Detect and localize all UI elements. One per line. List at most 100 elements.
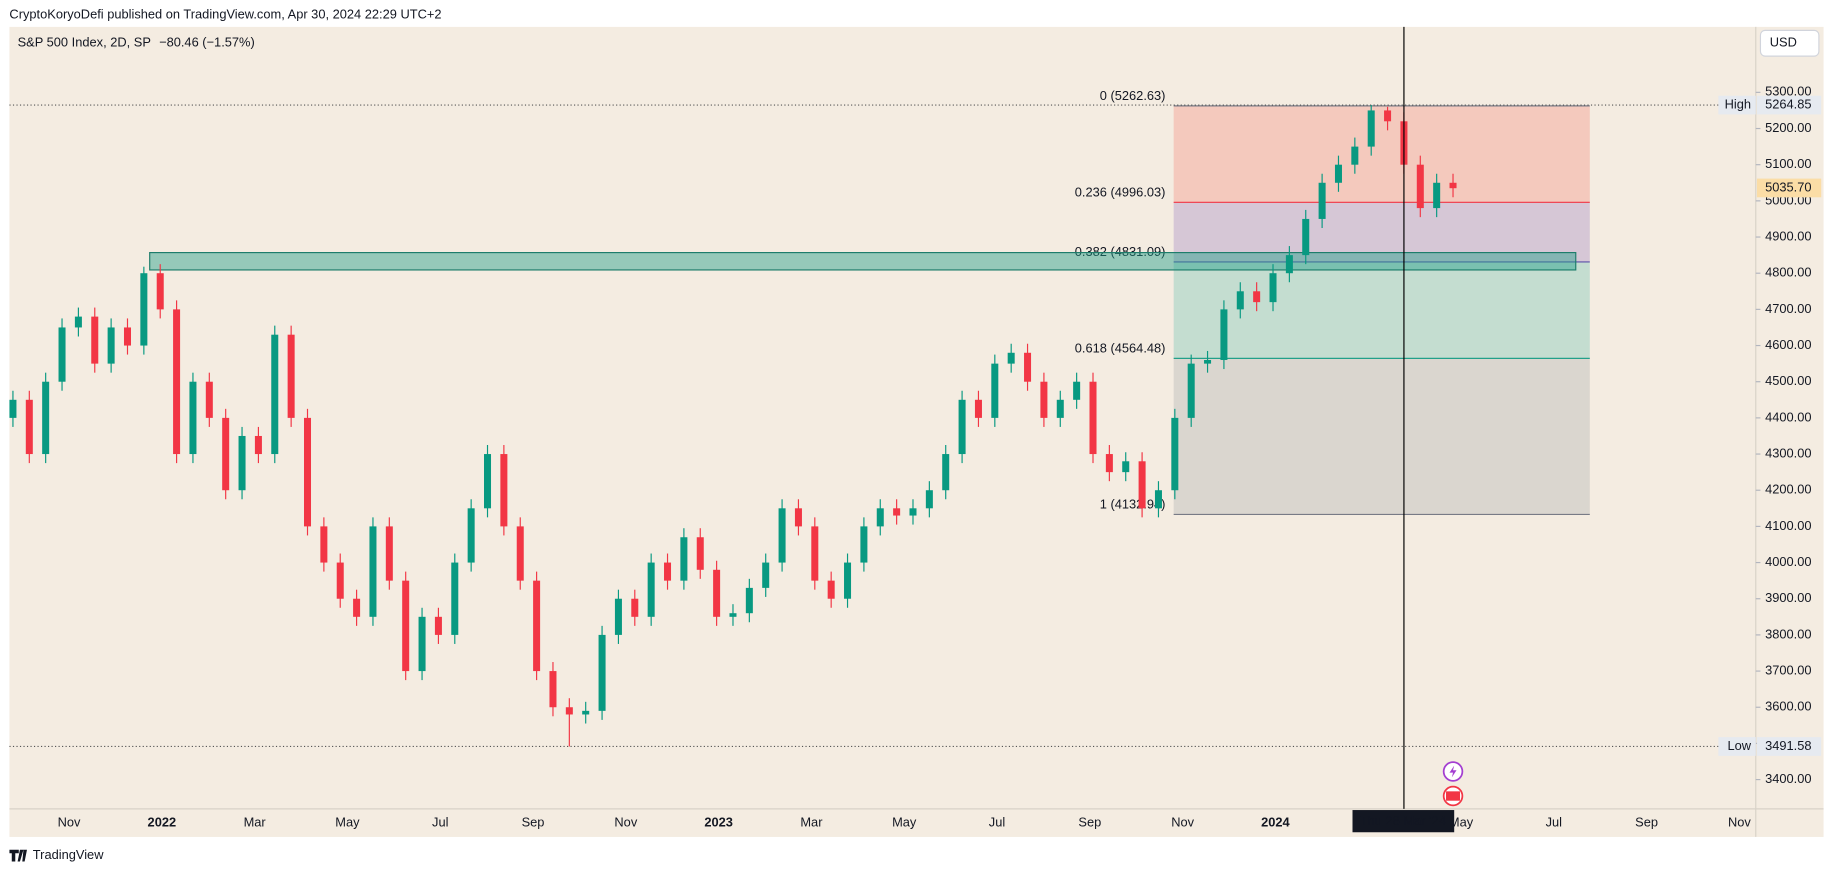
candle-body: [1253, 291, 1261, 303]
candle-body: [91, 316, 99, 364]
candle-body: [156, 273, 164, 310]
candle-body: [1334, 164, 1342, 183]
y-tick-label: 4300.00: [1765, 445, 1811, 460]
candle-body: [876, 508, 884, 527]
candle-body: [418, 616, 426, 672]
candle-body: [974, 399, 982, 418]
candle-body: [238, 435, 246, 491]
candle-body: [385, 526, 393, 581]
marker-tag: Low: [1728, 738, 1752, 753]
zone: [149, 252, 1577, 271]
x-tick-label: Nov: [58, 814, 81, 829]
fib-band: [1173, 105, 1590, 203]
marker-value: 5264.85: [1765, 96, 1811, 111]
y-tick-label: 3800.00: [1765, 626, 1811, 641]
candle-body: [647, 562, 655, 617]
candle-body: [1138, 461, 1146, 509]
x-tick-label: May: [1449, 814, 1474, 829]
y-tick-label: 4600.00: [1765, 337, 1811, 352]
candle-body: [696, 537, 704, 570]
currency-button[interactable]: [1759, 29, 1820, 57]
candle-body: [1318, 182, 1326, 219]
marker-value-bg: [1756, 95, 1822, 115]
x-tick-label: Mar: [244, 814, 267, 829]
candle-body: [222, 417, 230, 491]
candle-body: [533, 580, 541, 672]
candle-body: [1204, 360, 1212, 364]
candle-body: [336, 562, 344, 599]
marker-value-bg: [1756, 737, 1822, 756]
candle-body: [1384, 110, 1392, 122]
candle-body: [958, 399, 966, 455]
price-axis: [1755, 26, 1824, 837]
legend-change: −80.46 (−1.57%): [159, 35, 255, 50]
crosshair-tag-bg: [1352, 810, 1455, 833]
candle-body: [74, 316, 82, 328]
candle-body: [631, 598, 639, 617]
time-axis: [9, 808, 1756, 837]
x-tick-label: 2022: [148, 814, 177, 829]
candle-body: [745, 587, 753, 614]
candle-body: [484, 454, 492, 509]
x-tick-label: Jul: [989, 814, 1005, 829]
candle-body: [1073, 381, 1081, 400]
candle-body: [1351, 146, 1359, 165]
candle-body: [713, 569, 721, 617]
fib-label: 1 (4132.94): [1100, 497, 1166, 512]
candle-body: [173, 309, 181, 455]
y-tick-label: 4000.00: [1765, 554, 1811, 569]
candle-body: [1040, 381, 1048, 418]
candle-body: [1236, 291, 1244, 310]
x-tick-label: 2023: [704, 814, 733, 829]
chart-layer: 3400.003500.003600.003700.003800.003900.…: [9, 26, 1822, 833]
y-tick-label: 3400.00: [1765, 771, 1811, 786]
candle-body: [827, 580, 835, 599]
legend-symbol: S&P 500 Index, 2D, SP: [18, 35, 151, 50]
candle-body: [271, 334, 279, 455]
candle-body: [369, 526, 377, 617]
event-icon: [1449, 765, 1457, 778]
x-tick-label: May: [892, 814, 917, 829]
x-tick-label: Sep: [1078, 814, 1101, 829]
candle-body: [909, 508, 917, 516]
currency-label[interactable]: USD: [1770, 35, 1797, 50]
y-tick-label: 3900.00: [1765, 590, 1811, 605]
candle-body: [1056, 399, 1064, 418]
candle-body: [762, 562, 770, 588]
fib-label: 0.618 (4564.48): [1075, 340, 1166, 355]
footer-brand: TradingView: [33, 847, 104, 862]
y-tick-label: 4500.00: [1765, 373, 1811, 388]
candle-body: [860, 526, 868, 563]
candle-body: [942, 454, 950, 491]
candle-body: [467, 508, 475, 563]
candle-body: [140, 273, 148, 346]
candle-body: [1285, 255, 1293, 274]
candle-body: [1024, 352, 1032, 382]
y-tick-label: 4200.00: [1765, 482, 1811, 497]
candle-body: [844, 562, 852, 599]
candle-body: [320, 526, 328, 563]
candle-body: [549, 671, 557, 708]
y-tick-label: 4100.00: [1765, 518, 1811, 533]
marker-tag-bg: [1718, 95, 1756, 115]
candle-body: [205, 381, 213, 418]
candle-body: [123, 327, 131, 346]
candle-body: [1154, 490, 1162, 509]
candle-body: [1433, 182, 1441, 209]
y-tick-label: 3600.00: [1765, 699, 1811, 714]
candle-body: [353, 598, 361, 617]
candle-body: [1089, 381, 1097, 455]
fib-band: [1173, 358, 1590, 515]
y-tick-label: 4700.00: [1765, 301, 1811, 316]
candle-body: [500, 454, 508, 527]
x-tick-label: Sep: [522, 814, 545, 829]
y-tick-label: 5100.00: [1765, 156, 1811, 171]
marker-tag: High: [1725, 96, 1751, 111]
candle-body: [1302, 218, 1310, 256]
candle-body: [925, 490, 933, 509]
candle-body: [516, 526, 524, 581]
x-tick-label: Mar: [800, 814, 823, 829]
candle-body: [9, 399, 17, 418]
